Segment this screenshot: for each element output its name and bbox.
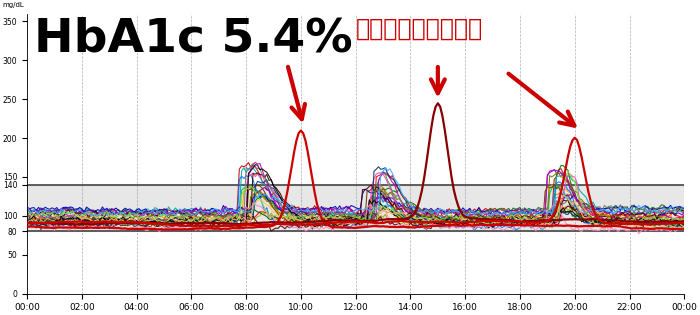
Text: HbA1c 5.4%: HbA1c 5.4% — [34, 16, 352, 61]
Text: 「血糖値スパイク」: 「血糖値スパイク」 — [356, 16, 483, 40]
Text: mg/dL: mg/dL — [2, 2, 24, 8]
Bar — [27, 185, 685, 231]
